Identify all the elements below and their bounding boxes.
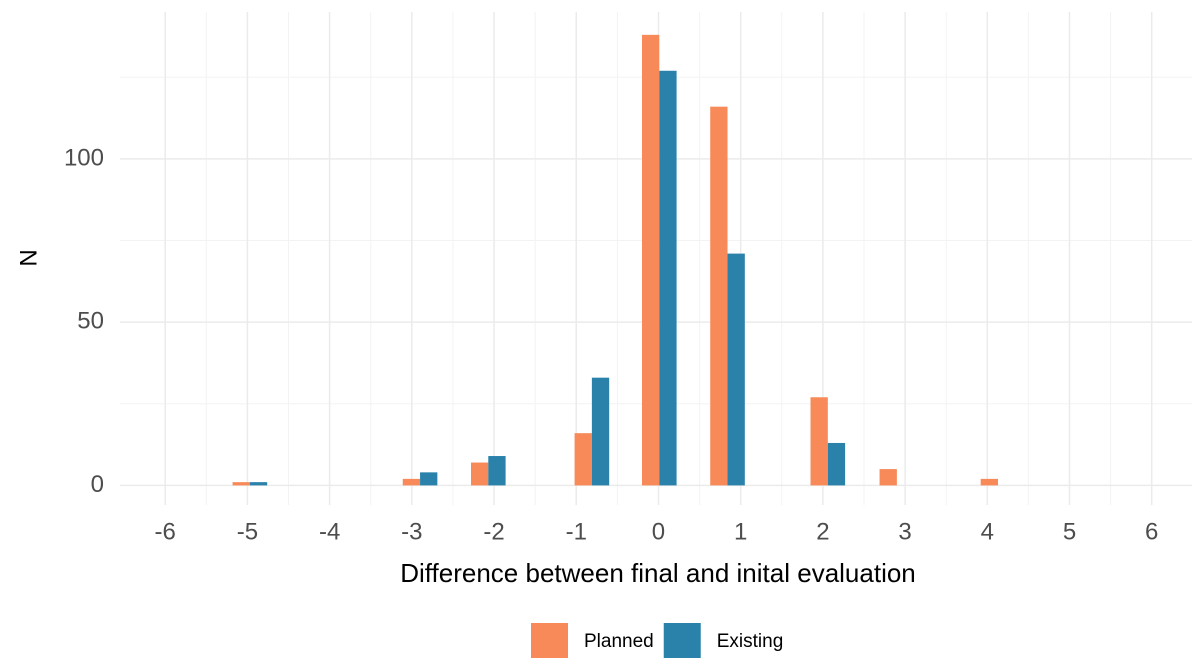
x-tick-label: -5 [237, 518, 258, 545]
bar [879, 469, 897, 486]
legend-swatch [531, 623, 568, 659]
bar [591, 377, 610, 486]
bar [488, 456, 506, 486]
x-tick-label: -1 [566, 518, 587, 545]
x-axis-label: Difference between final and inital eval… [400, 558, 916, 588]
y-axis-label: N [15, 249, 42, 266]
x-tick-label: 3 [898, 518, 911, 545]
legend-label: Planned [584, 631, 654, 652]
bar [641, 34, 660, 486]
legend-swatch [663, 623, 701, 659]
bar [827, 442, 846, 486]
x-tick-label: 6 [1145, 518, 1158, 545]
bar [420, 472, 438, 486]
bar [249, 482, 268, 486]
bar [574, 433, 592, 486]
x-tick-label: -6 [155, 518, 176, 545]
bar [810, 397, 828, 486]
bar [710, 106, 728, 486]
y-tick-label: 50 [77, 308, 104, 335]
bar [232, 482, 250, 486]
legend-label: Existing [717, 631, 784, 652]
x-tick-label: -4 [319, 518, 340, 545]
x-tick-label: -2 [483, 518, 504, 545]
bar [659, 70, 677, 486]
bar [727, 253, 745, 486]
x-tick-label: -3 [401, 518, 422, 545]
bar [402, 478, 421, 486]
y-tick-label: 0 [91, 471, 104, 498]
x-tick-label: 1 [734, 518, 747, 545]
x-tick-label: 0 [652, 518, 665, 545]
x-tick-label: 2 [816, 518, 829, 545]
y-tick-label: 100 [64, 144, 104, 171]
x-tick-label: 5 [1063, 518, 1076, 545]
bar [470, 462, 489, 486]
x-tick-label: 4 [981, 518, 994, 545]
bar [980, 478, 998, 486]
